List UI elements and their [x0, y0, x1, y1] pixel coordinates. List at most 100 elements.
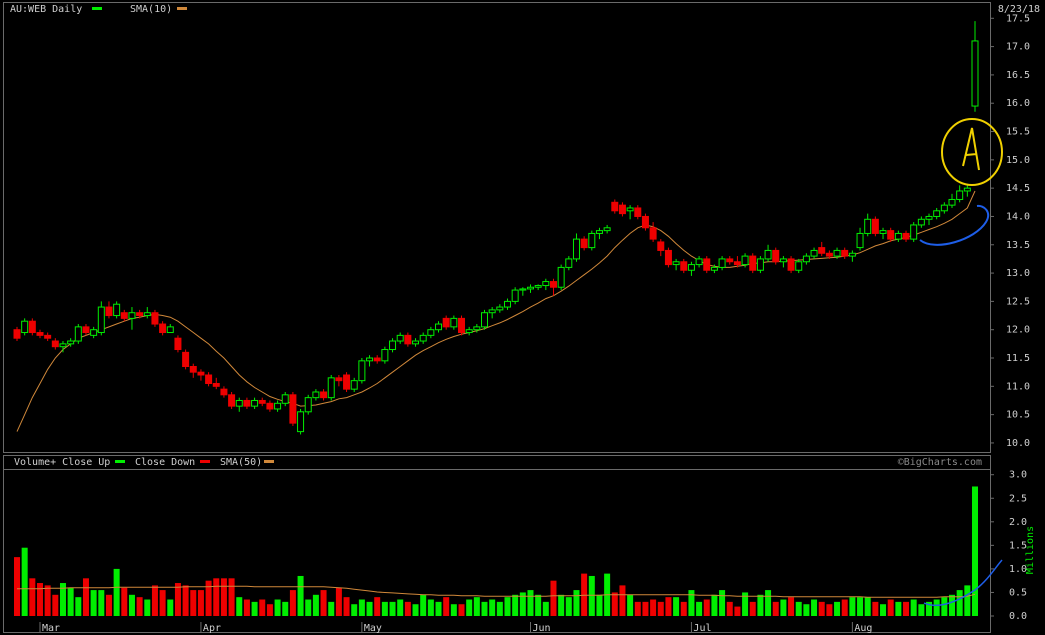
candle-body [764, 249, 772, 260]
candle-body [297, 411, 305, 433]
candle-body [756, 258, 764, 271]
volume-bar [849, 597, 856, 616]
y-tick-label: 14.0 [1006, 211, 1030, 222]
candle-body [266, 402, 274, 410]
volume-bar [136, 597, 143, 616]
volume-bar [588, 575, 595, 616]
volume-bar [328, 601, 335, 616]
candle-body [427, 329, 435, 336]
candle-body [695, 258, 703, 266]
volume-bar [297, 575, 304, 616]
candle-body [795, 261, 803, 271]
volume-bar [803, 604, 810, 616]
volume-bar [144, 599, 151, 616]
volume-bar [228, 578, 235, 616]
volume-bar [542, 601, 549, 616]
sma-line [16, 190, 976, 432]
volume-bar [504, 597, 511, 616]
candle-body [672, 261, 680, 266]
volume-bar [550, 580, 557, 616]
volume-bar [289, 590, 296, 616]
candle-body [894, 232, 902, 240]
candle-body [856, 232, 864, 249]
volume-bar [236, 597, 243, 616]
candle-body [105, 306, 113, 317]
volume-bar [159, 590, 166, 616]
x-tick-label: Aug [854, 623, 872, 634]
volume-bar [665, 597, 672, 616]
volume-bar [696, 601, 703, 616]
candle-body [772, 249, 780, 263]
volume-bar [688, 590, 695, 616]
candle-body [28, 320, 36, 334]
candle-body [327, 377, 335, 399]
y-tick-label: 13.0 [1006, 268, 1030, 279]
volume-bar [634, 601, 641, 616]
volume-bar [197, 590, 204, 616]
candle-body [626, 207, 634, 212]
candle-body [933, 210, 941, 217]
candle-body [749, 255, 757, 271]
volume-bar [757, 594, 764, 616]
candle-body [358, 360, 366, 382]
volume-bar [826, 604, 833, 616]
candle-body [649, 227, 657, 240]
x-tick-label: May [364, 623, 382, 634]
y-tick-label: 10.0 [1006, 438, 1030, 449]
volume-bar [933, 599, 940, 616]
candle-body [143, 312, 151, 317]
volume-bar [711, 594, 718, 616]
candle-body [343, 374, 351, 390]
candle-body [549, 281, 557, 288]
legend-label: Close Down [135, 457, 195, 468]
candle-body [320, 391, 328, 399]
candle-body [450, 317, 458, 328]
candle-body [925, 215, 933, 220]
candle-body [281, 394, 289, 404]
candle-body [274, 402, 282, 410]
volume-bar [527, 590, 534, 616]
volume-bar [673, 597, 680, 616]
candle-body [825, 252, 833, 257]
volume-bar [742, 592, 749, 616]
candle-body [971, 40, 979, 107]
candle-body [289, 394, 297, 424]
volume-bar [305, 599, 312, 616]
candle-body [833, 249, 841, 257]
legend-label: SMA(10) [130, 4, 172, 15]
candle-body [136, 312, 144, 317]
volume-bar [749, 601, 756, 616]
candle-body [212, 382, 220, 387]
volume-bar [128, 594, 135, 616]
y-tick-label: 2.0 [1009, 517, 1027, 528]
candle-body [205, 374, 213, 384]
candle-body [51, 340, 59, 348]
volume-bar [719, 590, 726, 616]
annotation-letter [962, 127, 980, 171]
candle-body [511, 289, 519, 302]
y-tick-label: 16.0 [1006, 98, 1030, 109]
volume-bar [872, 601, 879, 616]
volume-bar [105, 594, 112, 616]
volume-bar [680, 601, 687, 616]
candle-body [634, 207, 642, 217]
volume-bar [282, 601, 289, 616]
y-tick-label: 16.5 [1006, 70, 1030, 81]
y-tick-label: 11.0 [1006, 381, 1030, 392]
volume-bar [611, 592, 618, 616]
volume-panel-frame [3, 455, 991, 633]
candle-body [496, 306, 504, 311]
volume-bar [220, 578, 227, 616]
candle-body [159, 323, 167, 334]
price-panel-frame [3, 2, 991, 453]
volume-bar [949, 594, 956, 616]
volume-bar [795, 601, 802, 616]
x-tick-label: Mar [42, 623, 60, 634]
volume-bar [895, 601, 902, 616]
y-tick-label: 0.5 [1009, 587, 1027, 598]
volume-bar [926, 601, 933, 616]
candle-body [412, 340, 420, 345]
candle-body [956, 190, 964, 200]
candle-body [741, 255, 749, 266]
